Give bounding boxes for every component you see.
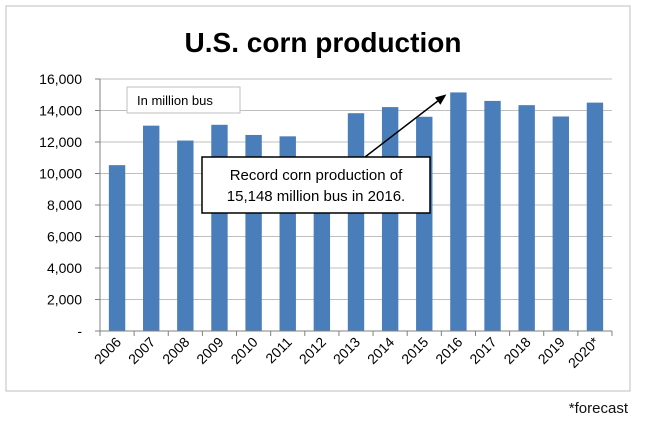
unit-label: In million bus [137,93,213,108]
bar-2007 [143,125,160,332]
bar-2018 [518,105,535,332]
annotation-callout: Record corn production of 15,148 million… [201,94,447,214]
y-tick-label: 16,000 [39,71,82,87]
bar-2013 [347,113,365,331]
y-tick-label: 12,000 [39,134,82,150]
annotation-arrowhead [434,94,447,105]
bar-2009 [211,124,228,332]
annotation-arrow [364,100,439,158]
annotation-line-1: Record corn production of [230,167,403,184]
y-axis: - 2,000 4,000 6,000 8,000 10,000 12,000 14,000 1… [39,71,101,339]
bar-2014 [381,107,399,332]
y-tick-label: 2,000 [47,292,82,308]
bar-2016 [450,92,467,331]
bar-2008 [177,140,194,331]
bar-2006 [108,165,126,331]
footnote: *forecast [568,400,628,417]
annotation-line-2: 15,148 million bus in 2016. [227,188,405,205]
bar-2019 [552,116,569,331]
chart-title: U.S. corn production [185,27,462,58]
bar-2020 [586,102,604,331]
y-tick-label: 10,000 [39,166,82,182]
unit-label-box: In million bus [126,86,241,114]
y-tick-label: 4,000 [47,260,82,276]
y-tick-label: 8,000 [47,197,82,213]
y-tick-label: 14,000 [39,103,82,119]
y-tick-label: 6,000 [47,229,82,245]
bar-2015 [416,116,433,332]
y-tick-label: - [77,323,82,339]
bar-2017 [484,100,501,331]
